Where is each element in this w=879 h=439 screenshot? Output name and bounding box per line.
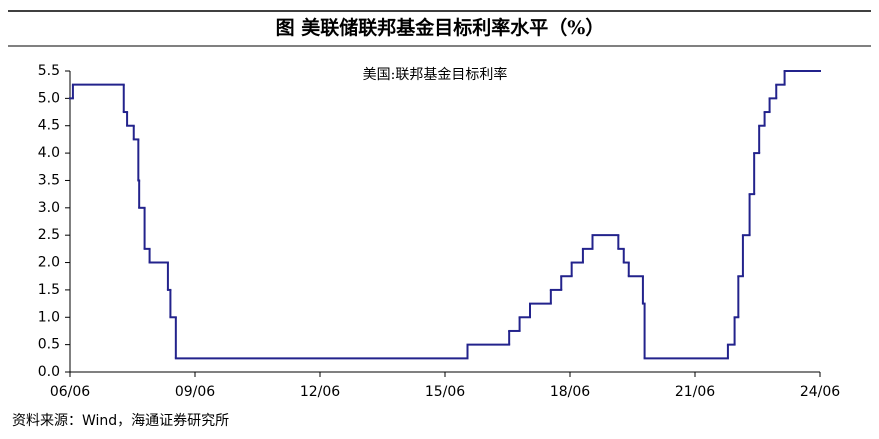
y-tick-label: 4.0 bbox=[38, 145, 60, 161]
y-tick-label: 5.5 bbox=[38, 63, 60, 79]
y-tick-label: 1.5 bbox=[38, 282, 60, 298]
x-tick-label: 18/06 bbox=[550, 384, 590, 400]
x-tick-label: 24/06 bbox=[800, 384, 840, 400]
x-tick-label: 06/06 bbox=[50, 384, 90, 400]
legend-label: 美国:联邦基金目标利率 bbox=[363, 66, 508, 83]
y-tick-label: 1.0 bbox=[38, 309, 60, 325]
y-tick-label: 4.5 bbox=[38, 118, 60, 134]
y-tick-label: 0.5 bbox=[38, 337, 60, 353]
source: 资料来源：Wind，海通证券研究所 bbox=[12, 413, 229, 429]
x-tick-label: 09/06 bbox=[175, 384, 215, 400]
y-tick-label: 3.5 bbox=[38, 172, 60, 188]
x-tick-label: 15/06 bbox=[425, 384, 465, 400]
x-tick-label: 21/06 bbox=[675, 384, 715, 400]
y-tick-label: 5.0 bbox=[38, 90, 60, 106]
y-tick-label: 3.0 bbox=[38, 200, 60, 216]
chart-title: 图 美联储联邦基金目标利率水平（%） bbox=[276, 16, 605, 39]
y-tick-label: 2.0 bbox=[38, 255, 60, 271]
y-tick-label: 0.0 bbox=[38, 364, 60, 380]
x-tick-label: 12/06 bbox=[300, 384, 340, 400]
y-tick-label: 2.5 bbox=[38, 227, 60, 243]
